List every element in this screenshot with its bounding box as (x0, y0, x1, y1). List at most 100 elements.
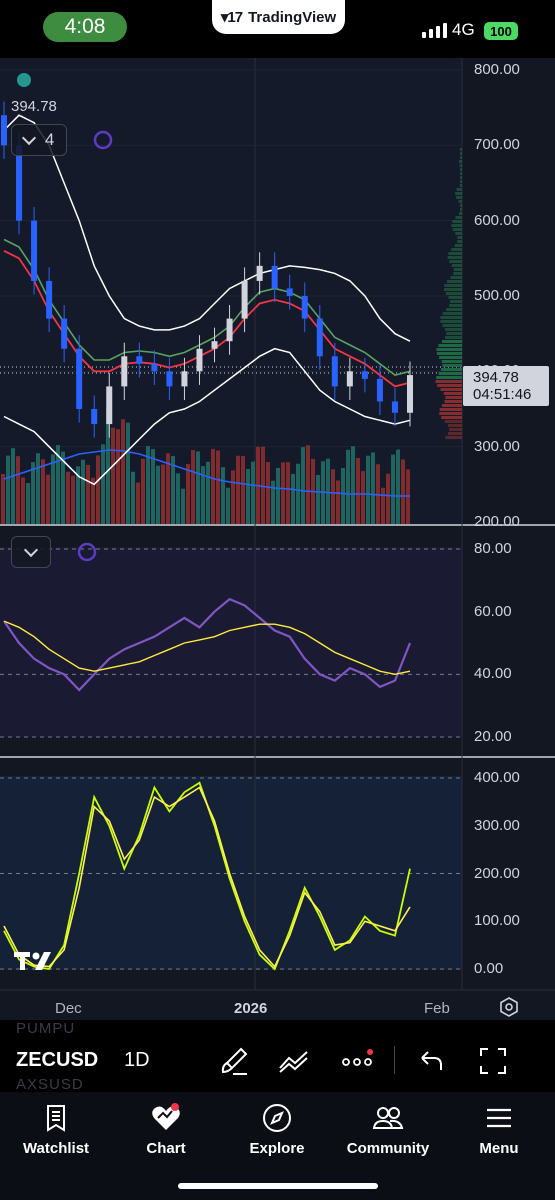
candle-body (286, 288, 293, 296)
volume-profile-bar (445, 396, 462, 399)
candle-body (91, 409, 98, 425)
hamburger-icon (487, 1108, 511, 1128)
tab-chart[interactable]: Chart (111, 1102, 221, 1164)
osc-axis-label[interactable]: 300.00 (474, 816, 520, 834)
chart-area[interactable]: 394.78 4 800.00 700.00 600.00 500.00 400.00 3… (0, 58, 555, 1020)
volume-bar (191, 450, 195, 524)
trend-lines-icon[interactable] (277, 1044, 311, 1078)
volume-profile-bar (437, 384, 462, 387)
candle-body (181, 371, 188, 387)
candle-body (361, 371, 368, 379)
volume-profile-bar (438, 344, 462, 347)
volume-profile-bar (453, 268, 462, 271)
rsi-legend-collapse-button[interactable] (11, 536, 51, 568)
price-axis-label[interactable]: 800.00 (474, 61, 520, 78)
volume-bar (51, 454, 55, 524)
candle-body (391, 401, 398, 413)
volume-profile-bar (445, 328, 462, 331)
volume-bar (181, 488, 185, 524)
tab-menu[interactable]: Menu (444, 1102, 554, 1164)
tab-community[interactable]: Community (333, 1102, 443, 1164)
volume-bar (201, 466, 205, 524)
volume-profile-bar (449, 428, 462, 431)
market-status-icon[interactable] (17, 73, 31, 87)
chart-canvas[interactable] (0, 58, 555, 1020)
volume-bar (371, 452, 375, 524)
price-axis-label[interactable]: 300.00 (474, 437, 520, 455)
osc-axis-label[interactable]: 100.00 (474, 912, 520, 930)
osc-axis-label[interactable]: 200.00 (474, 864, 520, 882)
tab-label: Menu (479, 1140, 519, 1157)
volume-profile-bar (443, 392, 462, 395)
interval-button[interactable]: 1D (124, 1049, 150, 1071)
volume-profile-bar (445, 336, 462, 339)
ghost-symbol: PUMPU (16, 1020, 76, 1037)
ema-fast-line (3, 249, 411, 388)
candle-body (271, 265, 278, 289)
tradingview-logo-icon: ▾17 (220, 9, 243, 26)
volume-bar (356, 457, 360, 524)
volume-profile-bar (456, 196, 462, 199)
tab-explore[interactable]: Explore (222, 1102, 332, 1164)
volume-profile-bar (441, 404, 462, 407)
volume-profile-bar (451, 264, 462, 267)
fullscreen-icon[interactable] (476, 1044, 510, 1078)
candle-body (316, 318, 323, 357)
volume-profile-bar (452, 220, 462, 223)
indicator-marker-icon[interactable] (93, 130, 113, 150)
volume-profile-bar (436, 352, 462, 355)
price-axis-label[interactable]: 200.00 (474, 513, 520, 530)
tab-watchlist[interactable]: Watchlist (1, 1102, 111, 1164)
home-indicator[interactable] (178, 1183, 378, 1189)
rsi-axis-label[interactable]: 40.00 (474, 665, 512, 683)
candle-body (407, 375, 413, 413)
volume-bar (396, 449, 400, 524)
indicator-marker-icon[interactable] (77, 542, 97, 562)
volume-bar (236, 455, 240, 524)
brush-icon[interactable] (217, 1044, 251, 1078)
volume-profile-bar (438, 372, 462, 375)
volume-bar (31, 462, 35, 524)
volume-profile-bar (460, 204, 462, 207)
status-time[interactable]: 4:08 (43, 12, 127, 42)
rsi-axis-label[interactable]: 80.00 (474, 540, 512, 557)
compass-icon (263, 1104, 291, 1132)
last-price-tag[interactable]: 394.78 04:51:46 (463, 366, 549, 406)
volume-bar (206, 461, 210, 524)
rsi-axis-label[interactable]: 20.00 (474, 728, 512, 745)
volume-bar (261, 446, 265, 524)
volume-bar (226, 487, 230, 524)
ema-slow-line (3, 238, 411, 376)
volume-profile-bar (455, 216, 462, 219)
volume-bar (26, 483, 30, 524)
volume-bar (76, 466, 80, 524)
osc-axis-label[interactable]: 0.00 (474, 960, 504, 977)
volume-bar (1, 474, 5, 524)
price-axis-label[interactable]: 500.00 (474, 287, 520, 304)
volume-profile-bar (451, 224, 462, 227)
volume-bar (91, 477, 95, 524)
volume-profile-bar (460, 168, 462, 171)
status-bar: 4:08 ▾17 TradingView 4G 100 (0, 0, 555, 58)
tab-label: Explore (249, 1140, 305, 1157)
price-axis-label[interactable]: 700.00 (474, 136, 520, 154)
more-dots-icon[interactable] (340, 1044, 374, 1078)
volume-profile-bar (455, 192, 462, 195)
app-name-tab[interactable]: ▾17 TradingView (212, 0, 345, 34)
candle-body (31, 220, 38, 281)
chart-settings-icon[interactable] (498, 996, 520, 1018)
ghost-symbol: AXSUSD (16, 1076, 84, 1093)
people-icon (372, 1107, 404, 1129)
volume-profile-bar (442, 364, 462, 367)
volume-bar (316, 474, 320, 524)
osc-axis-label[interactable]: 400.00 (474, 769, 520, 786)
undo-icon[interactable] (414, 1044, 448, 1078)
volume-profile-bar (446, 332, 462, 335)
legend-collapse-button[interactable]: 4 (11, 124, 67, 156)
cellular-signal-icon (422, 22, 447, 38)
price-axis-label[interactable]: 600.00 (474, 211, 520, 229)
symbol-button[interactable]: ZECUSD (16, 1049, 99, 1071)
volume-profile-bar (453, 272, 462, 275)
rsi-axis-label[interactable]: 60.00 (474, 602, 512, 620)
volume-bar (21, 477, 25, 524)
